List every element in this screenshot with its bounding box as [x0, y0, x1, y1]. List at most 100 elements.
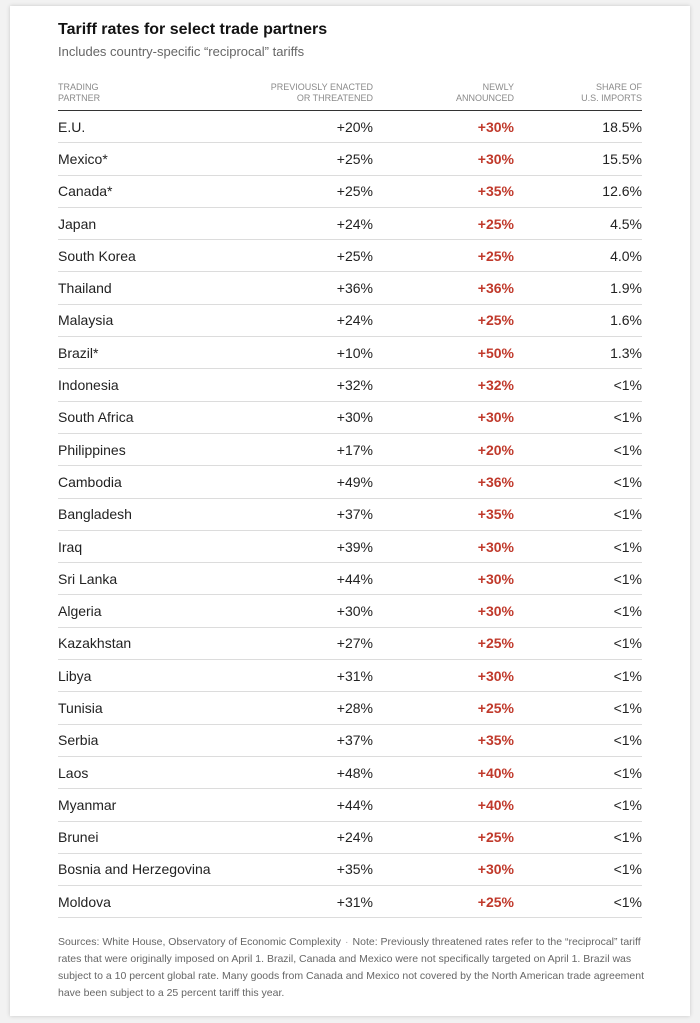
- table-row: Serbia +37% +35% <1%: [58, 724, 642, 757]
- new-rate-cell: +36%: [373, 465, 514, 499]
- import-share-cell: <1%: [514, 401, 642, 434]
- table-row: Sri Lanka +44% +30% <1%: [58, 562, 642, 596]
- new-rate-cell: +25%: [373, 885, 514, 919]
- table-row: Laos +48% +40% <1%: [58, 756, 642, 790]
- import-share-cell: 1.3%: [514, 336, 642, 370]
- previous-rate-cell: +30%: [248, 401, 373, 434]
- previous-rate-cell: +24%: [248, 821, 373, 854]
- table-row: Brunei +24% +25% <1%: [58, 821, 642, 854]
- table-row: Moldova +31% +25% <1%: [58, 885, 642, 919]
- table-row: Brazil* +10% +50% 1.3%: [58, 336, 642, 370]
- new-rate-cell: +30%: [373, 562, 514, 596]
- new-rate-cell: +35%: [373, 498, 514, 531]
- table-row: Myanmar +44% +40% <1%: [58, 788, 642, 822]
- previous-rate-cell: +37%: [248, 724, 373, 757]
- import-share-cell: 12.6%: [514, 175, 642, 208]
- import-share-cell: <1%: [514, 594, 642, 628]
- import-share-cell: <1%: [514, 691, 642, 725]
- partner-cell: Serbia: [58, 724, 248, 757]
- new-rate-cell: +30%: [373, 401, 514, 434]
- new-rate-cell: +40%: [373, 756, 514, 790]
- import-share-cell: <1%: [514, 562, 642, 596]
- sources-text: Sources: White House, Observatory of Eco…: [58, 936, 342, 949]
- table-row: Cambodia +49% +36% <1%: [58, 465, 642, 499]
- partner-cell: Iraq: [58, 530, 248, 564]
- import-share-cell: 18.5%: [514, 110, 642, 144]
- import-share-cell: <1%: [514, 498, 642, 531]
- import-share-cell: 1.6%: [514, 304, 642, 338]
- previous-rate-cell: +31%: [248, 659, 373, 693]
- new-rate-cell: +25%: [373, 691, 514, 725]
- table-row: Japan +24% +25% 4.5%: [58, 207, 642, 241]
- import-share-cell: 15.5%: [514, 142, 642, 176]
- header-new-line-2: announced: [455, 93, 514, 103]
- note-text: Note: Previously threatened rates refer …: [58, 936, 645, 1000]
- new-rate-cell: +30%: [373, 142, 514, 176]
- import-share-cell: <1%: [514, 659, 642, 693]
- table-row: Bosnia and Herzegovina +35% +30% <1%: [58, 853, 642, 887]
- partner-cell: Kazakhstan: [58, 627, 248, 661]
- previous-rate-cell: +32%: [248, 368, 373, 402]
- previous-rate-cell: +28%: [248, 691, 373, 725]
- table-row: Thailand +36% +36% 1.9%: [58, 271, 642, 305]
- import-share-cell: 4.5%: [514, 207, 642, 241]
- previous-rate-cell: +36%: [248, 271, 373, 305]
- previous-rate-cell: +25%: [248, 142, 373, 176]
- header-share: Share of U.S. imports: [514, 82, 642, 111]
- header-new-line-1: Newly: [482, 82, 514, 92]
- chart-subtitle: Includes country-specific “reciprocal” t…: [58, 44, 305, 59]
- previous-rate-cell: +20%: [248, 110, 373, 144]
- import-share-cell: <1%: [514, 788, 642, 822]
- table-row: Philippines +17% +20% <1%: [58, 433, 642, 467]
- previous-rate-cell: +49%: [248, 465, 373, 499]
- partner-cell: Mexico*: [58, 142, 248, 176]
- import-share-cell: 1.9%: [514, 271, 642, 305]
- import-share-cell: <1%: [514, 724, 642, 757]
- new-rate-cell: +30%: [373, 659, 514, 693]
- partner-cell: South Africa: [58, 401, 248, 434]
- header-share-line-1: Share of: [595, 82, 642, 92]
- partner-cell: Moldova: [58, 885, 248, 919]
- tariff-table: Trading Partner Previously enacted or th…: [58, 82, 642, 919]
- new-rate-cell: +20%: [373, 433, 514, 467]
- new-rate-cell: +25%: [373, 207, 514, 241]
- header-new: Newly announced: [373, 82, 514, 111]
- header-previous-line-1: Previously enacted: [270, 82, 373, 92]
- table-row: Mexico* +25% +30% 15.5%: [58, 142, 642, 176]
- new-rate-cell: +30%: [373, 594, 514, 628]
- table-row: Indonesia +32% +32% <1%: [58, 368, 642, 402]
- partner-cell: Tunisia: [58, 691, 248, 725]
- import-share-cell: <1%: [514, 821, 642, 854]
- chart-title: Tariff rates for select trade partners: [58, 21, 328, 38]
- import-share-cell: 4.0%: [514, 239, 642, 273]
- header-share-line-2: U.S. imports: [581, 93, 642, 103]
- new-rate-cell: +25%: [373, 304, 514, 338]
- previous-rate-cell: +39%: [248, 530, 373, 564]
- partner-cell: Malaysia: [58, 304, 248, 338]
- partner-cell: South Korea: [58, 239, 248, 273]
- table-row: Malaysia +24% +25% 1.6%: [58, 304, 642, 338]
- previous-rate-cell: +48%: [248, 756, 373, 790]
- import-share-cell: <1%: [514, 530, 642, 564]
- import-share-cell: <1%: [514, 627, 642, 661]
- table-row: Tunisia +28% +25% <1%: [58, 691, 642, 725]
- partner-cell: Bangladesh: [58, 498, 248, 531]
- previous-rate-cell: +25%: [248, 175, 373, 208]
- partner-cell: Cambodia: [58, 465, 248, 499]
- table-row: Algeria +30% +30% <1%: [58, 594, 642, 628]
- previous-rate-cell: +44%: [248, 562, 373, 596]
- partner-cell: Indonesia: [58, 368, 248, 402]
- new-rate-cell: +30%: [373, 853, 514, 887]
- new-rate-cell: +35%: [373, 724, 514, 757]
- header-partner-line-2: Partner: [58, 93, 101, 103]
- previous-rate-cell: +27%: [248, 627, 373, 661]
- table-row: Iraq +39% +30% <1%: [58, 530, 642, 564]
- new-rate-cell: +35%: [373, 175, 514, 208]
- new-rate-cell: +25%: [373, 239, 514, 273]
- table-row: Kazakhstan +27% +25% <1%: [58, 627, 642, 661]
- table-row: Libya +31% +30% <1%: [58, 659, 642, 693]
- new-rate-cell: +50%: [373, 336, 514, 370]
- partner-cell: Libya: [58, 659, 248, 693]
- partner-cell: Algeria: [58, 594, 248, 628]
- table-header: Trading Partner Previously enacted or th…: [58, 82, 642, 111]
